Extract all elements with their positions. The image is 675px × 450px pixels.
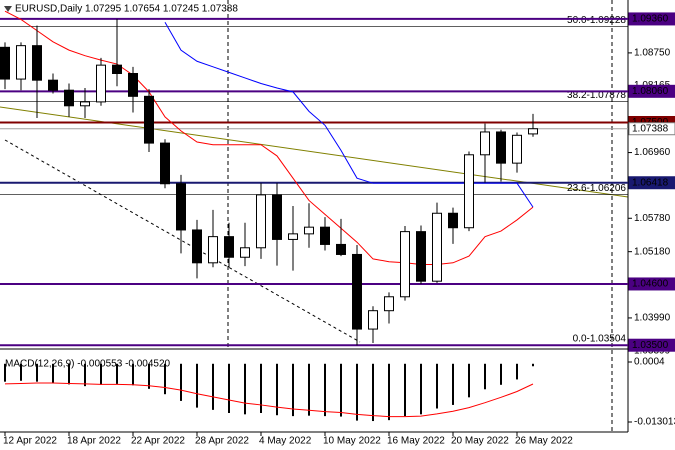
x-tick-label: 26 May 2022 [515, 436, 573, 447]
candle-body [368, 310, 378, 330]
indicator-title: MACD(12,26,9) -0.000553 -0.004520 [5, 359, 171, 370]
fib-label: 38.2-1.07878 [567, 90, 626, 101]
candle-body [288, 233, 298, 240]
candle-body [480, 131, 490, 156]
level-label-box [628, 12, 675, 26]
level-label: 1.06418 [632, 177, 669, 188]
y-tick-label: 1.06960 [634, 147, 671, 158]
candle-body [96, 64, 106, 103]
level-label-box [628, 338, 675, 352]
fib-label: 50.0-1.09228 [567, 15, 626, 26]
candle-body [64, 89, 74, 107]
x-tick-label: 4 May 2022 [259, 436, 312, 447]
candle-body [128, 72, 138, 97]
candle-body [304, 226, 314, 235]
x-tick-label: 12 Apr 2022 [3, 436, 57, 447]
candle-body [272, 194, 282, 240]
candle-body [496, 131, 506, 164]
candle-body [16, 45, 26, 80]
candle-body [384, 296, 394, 312]
x-tick-label: 20 May 2022 [451, 436, 509, 447]
fib-label: 23.6-1.06206 [567, 183, 626, 194]
level-label: 1.04600 [632, 279, 669, 290]
level-label: 1.08060 [632, 86, 669, 97]
candle-body [336, 243, 346, 255]
level-label-box [628, 277, 675, 291]
candle-body [512, 134, 522, 164]
signal-line [4, 382, 534, 418]
candle-body [256, 194, 266, 249]
x-tick-label: 16 May 2022 [387, 436, 445, 447]
candle-body [320, 226, 330, 245]
x-tick-label: 18 Apr 2022 [67, 436, 121, 447]
level-label: 1.09360 [632, 14, 669, 25]
candle-body [240, 247, 250, 258]
y-tick-label: 1.05780 [634, 213, 671, 224]
y-tick-label: 0.0004 [634, 357, 665, 368]
candle-body [208, 236, 218, 264]
level-label-box [628, 176, 675, 190]
y-tick-label: -0.013013 [634, 417, 675, 428]
candle-body [176, 183, 186, 231]
candle-body [192, 229, 202, 264]
y-tick-label: 1.03990 [634, 313, 671, 324]
trend-line [4, 139, 361, 343]
candle-body [464, 154, 474, 229]
candle-body [0, 46, 10, 80]
y-tick-label: 1.08750 [634, 48, 671, 59]
candle-body [32, 45, 42, 81]
candle-body [448, 212, 458, 229]
fib-label: 0.0-1.03504 [573, 334, 627, 345]
y-tick-label: 1.05180 [634, 246, 671, 257]
level-label: 1.03500 [632, 340, 669, 351]
candle-body [112, 64, 122, 74]
candle-body [352, 253, 362, 330]
level-label-box [628, 122, 675, 136]
candle-body [224, 236, 234, 258]
icon [4, 6, 12, 12]
candle-body [160, 142, 170, 185]
candle-body [48, 79, 58, 91]
candle-body [528, 128, 538, 135]
level-label: 1.07388 [632, 123, 669, 134]
candle-body [400, 231, 410, 298]
moving-average [4, 10, 534, 265]
x-tick-label: 22 Apr 2022 [131, 436, 185, 447]
candle-body [144, 95, 154, 144]
candle-body [416, 231, 426, 282]
candle-body [432, 212, 442, 282]
chart-title: EURUSD,Daily 1.07295 1.07654 1.07245 1.0… [15, 4, 238, 15]
candle-body [80, 101, 90, 107]
level-label-box [628, 84, 675, 98]
x-tick-label: 10 May 2022 [323, 436, 381, 447]
x-tick-label: 28 Apr 2022 [195, 436, 249, 447]
